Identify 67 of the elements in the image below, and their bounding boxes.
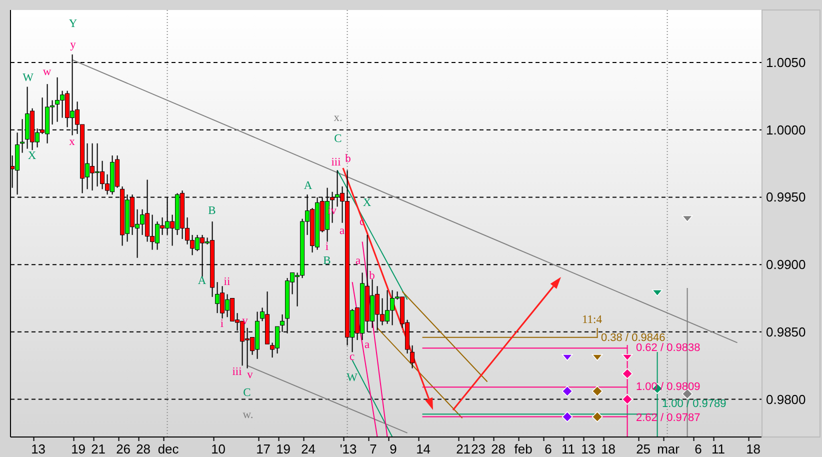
annotation: B: [208, 205, 216, 217]
x-tick-label: 11: [562, 442, 576, 456]
x-tick-label: 14: [416, 442, 431, 456]
x-tick-label: 17: [256, 442, 271, 456]
x-tick-label: 6: [694, 442, 702, 456]
annotation: v: [247, 369, 254, 381]
x-tick-label: 6: [544, 442, 552, 456]
annotation: a: [364, 339, 370, 351]
x-tick-label: 21: [456, 442, 471, 456]
annotation: C: [334, 133, 342, 145]
annotation: iii: [331, 156, 341, 168]
x-tick-label: 23: [471, 442, 486, 456]
annotation: a: [355, 255, 361, 267]
annotation: b: [369, 270, 376, 282]
x-tick-label: 26: [116, 442, 131, 456]
x-tick-label: 19: [276, 442, 291, 456]
annotation: W: [22, 72, 34, 84]
annotation: C: [243, 387, 252, 399]
x-tick-label: mar: [657, 442, 680, 456]
annotation: iii: [232, 366, 242, 378]
annotation: i: [220, 318, 224, 330]
x-tick-label: 18: [601, 442, 616, 456]
x-tick-label: 9: [390, 442, 397, 456]
x-tick-label: 18: [746, 442, 761, 456]
annotation: 11:4: [582, 314, 602, 326]
x-tick-label: 19: [71, 442, 86, 456]
y-tick-label: 1.0050: [766, 55, 806, 70]
y-tick-label: 0.9850: [766, 324, 806, 340]
annotation: x.: [334, 112, 342, 124]
y-tick-label: 0.9950: [766, 190, 806, 205]
annotation: Y: [68, 18, 78, 30]
annotation: 2.62 / 0.9787: [636, 412, 700, 424]
x-tick-label: 28: [136, 442, 151, 456]
annotation: 1.00 / 0.9789: [662, 398, 726, 410]
annotation: a: [339, 225, 345, 237]
annotation: y: [70, 39, 76, 51]
y-tick-label: 0.9800: [766, 392, 806, 407]
annotation: A: [198, 275, 207, 287]
x-tick-label: 24: [301, 442, 316, 456]
x-tick-label: 7: [370, 442, 377, 456]
annotation: x: [69, 136, 76, 148]
annotation: ii: [224, 276, 230, 288]
annotation: 0.38 / 0.9846: [601, 332, 666, 344]
y-tick-label: 1.0000: [766, 122, 806, 138]
x-tick-label: 13: [581, 442, 596, 456]
annotation: A: [304, 180, 313, 192]
x-tick-label: 28: [491, 442, 506, 456]
annotation: c: [349, 351, 355, 363]
annotation: v: [242, 315, 248, 327]
x-tick-label: 13: [31, 442, 46, 456]
annotation: w.: [242, 409, 254, 421]
y-tick-label: 0.9900: [766, 257, 806, 272]
annotation: 0.62 / 0.9838: [636, 342, 700, 354]
annotation: i: [325, 241, 329, 253]
annotation: X: [362, 197, 372, 209]
x-tick-label: dec: [158, 442, 180, 456]
x-tick-label: '13: [340, 442, 357, 456]
annotation: B: [323, 255, 332, 267]
annotation: w: [42, 66, 52, 78]
annotation: X: [28, 150, 37, 162]
x-tick-label: 11: [712, 442, 726, 456]
x-tick-label: 25: [636, 442, 651, 456]
x-tick-label: feb: [514, 442, 532, 456]
x-tick-label: 21: [91, 442, 106, 456]
annotation: W: [346, 372, 358, 384]
annotation: b: [345, 153, 352, 165]
x-tick-label: 10: [211, 442, 226, 456]
